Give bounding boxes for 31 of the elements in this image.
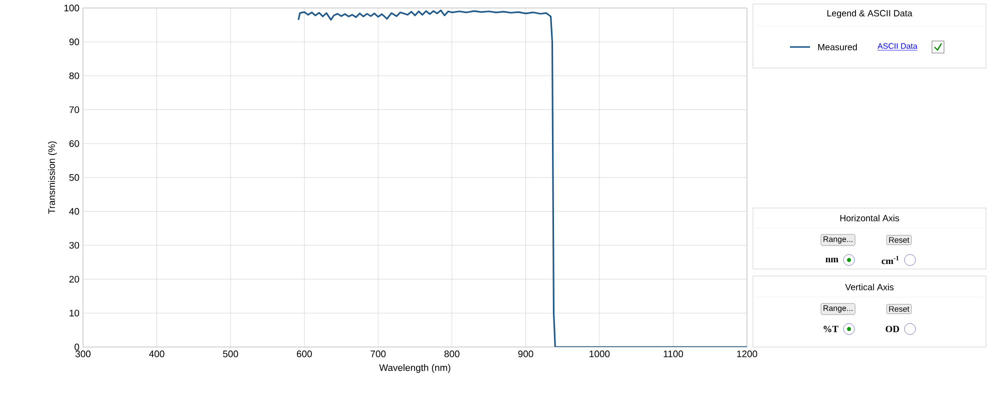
y-tick-label: 40 [69,208,80,215]
text: cm$^{-1}$ [882,256,899,264]
y-tick-label: 50 [69,174,80,181]
x-axis-title: Wavelength (nm) [379,364,450,373]
text: Vertical Axis [845,284,894,290]
y-tick-label: 90 [69,38,80,46]
x-tick-label: 1200 [737,350,758,358]
x-tick-label: 300 [75,350,91,358]
x-tick-label: 900 [518,350,534,358]
text: Horizontal Axis [840,214,900,222]
x-tick-label: 800 [444,350,460,358]
x-tick-label: 400 [149,350,164,358]
x-tick-label: 1000 [590,350,610,358]
text: %T [824,326,838,332]
text: OD [886,326,900,332]
legend-label: Measured [818,44,857,50]
y-tick-label: 100 [64,4,80,12]
x-tick-label: 500 [223,350,238,358]
x-tick-label: 700 [370,350,386,358]
y-tick-label: 10 [70,310,80,316]
x-tick-label: 1100 [664,350,684,358]
y-axis-title: Transmission (%) [48,141,57,214]
legend-title: Legend & ASCII Data [827,10,912,18]
y-tick-label: 30 [69,242,80,249]
y-tick-label: 80 [69,72,80,80]
text: nm [826,258,838,262]
y-tick-label: 70 [69,106,80,114]
y-tick-label: 20 [69,276,80,283]
y-tick-label: 0 [74,344,80,350]
x-tick-label: 600 [296,350,312,358]
y-tick-label: 60 [69,140,80,147]
